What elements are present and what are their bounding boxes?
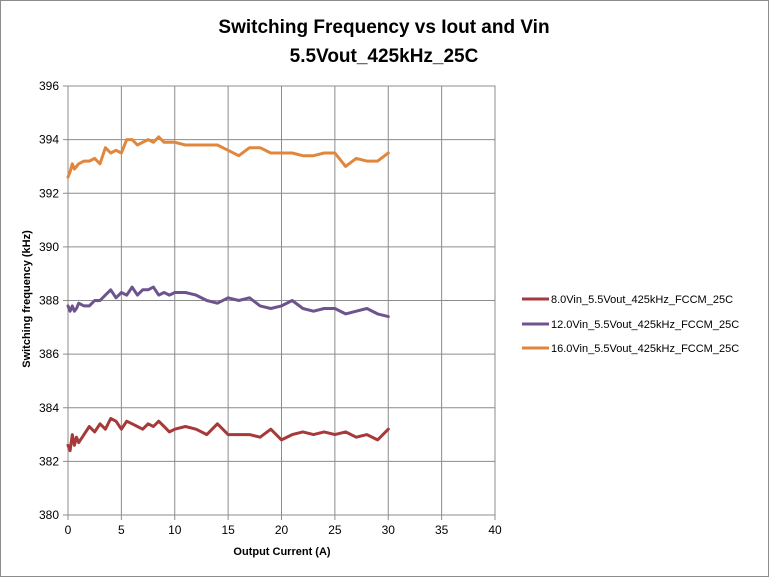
gridlines — [67, 85, 496, 516]
chart-title: Switching Frequency vs Iout and Vin — [218, 17, 549, 38]
y-tick-label: 386 — [39, 347, 59, 361]
y-axis-label: Switching frequency (kHz) — [21, 230, 33, 368]
x-tick-label: 5 — [118, 523, 125, 537]
x-tick-label: 20 — [275, 523, 289, 537]
y-tick-label: 392 — [39, 186, 59, 200]
y-tick-label: 394 — [39, 133, 59, 147]
x-tick-label: 30 — [382, 523, 396, 537]
x-tick-label: 25 — [328, 523, 342, 537]
x-tick-label: 0 — [65, 523, 72, 537]
legend-label: 8.0Vin_5.5Vout_425kHz_FCCM_25C — [551, 294, 733, 306]
legend-item-3: 16.0Vin_5.5Vout_425kHz_FCCM_25C — [522, 343, 739, 355]
x-axis-label: Output Current (A) — [233, 546, 330, 558]
y-tick-label: 380 — [39, 508, 59, 522]
x-tick-label: 35 — [435, 523, 449, 537]
legend: 8.0Vin_5.5Vout_425kHz_FCCM_25C 12.0Vin_5.… — [522, 294, 739, 355]
y-tick-label: 388 — [39, 294, 59, 308]
y-axis-ticks: 380 382 384 386 388 390 392 394 396 — [39, 79, 68, 522]
series-lines — [66, 135, 390, 453]
legend-label: 16.0Vin_5.5Vout_425kHz_FCCM_25C — [551, 343, 739, 355]
y-tick-label: 382 — [39, 454, 59, 468]
y-tick-label: 396 — [39, 79, 59, 93]
y-tick-label: 384 — [39, 401, 59, 415]
legend-item-1: 8.0Vin_5.5Vout_425kHz_FCCM_25C — [522, 294, 733, 306]
legend-item-2: 12.0Vin_5.5Vout_425kHz_FCCM_25C — [522, 319, 739, 331]
legend-label: 12.0Vin_5.5Vout_425kHz_FCCM_25C — [551, 319, 739, 331]
chart-subtitle: 5.5Vout_425kHz_25C — [290, 46, 479, 67]
series-line-3 — [66, 135, 390, 179]
x-tick-label: 40 — [488, 523, 502, 537]
x-tick-label: 10 — [168, 523, 182, 537]
y-tick-label: 390 — [39, 240, 59, 254]
x-tick-label: 15 — [221, 523, 235, 537]
series-line-1 — [66, 417, 390, 453]
x-axis-ticks: 0 5 10 15 20 25 30 35 40 — [65, 515, 502, 537]
series-line-2 — [66, 285, 390, 319]
